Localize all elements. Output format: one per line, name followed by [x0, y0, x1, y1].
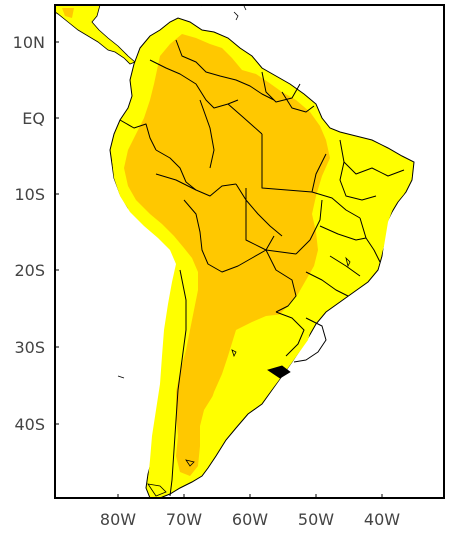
lat-label-30s: 30S — [14, 338, 45, 357]
lat-label-10s: 10S — [14, 185, 45, 204]
southern-cone-yellow — [202, 314, 312, 470]
lon-label-80w: 80W — [100, 510, 136, 529]
central-america-land-orange — [62, 8, 74, 18]
longitude-axis — [117, 494, 383, 498]
lat-label-40s: 40S — [14, 415, 45, 434]
lat-label-10n: 10N — [13, 33, 45, 52]
coastline-details — [117, 5, 351, 497]
latitude-axis — [55, 41, 59, 425]
lon-label-40w: 40W — [364, 510, 400, 529]
lat-label-20s: 20S — [14, 261, 45, 280]
central-america-land — [55, 5, 136, 65]
lat-label-eq: EQ — [22, 109, 45, 128]
lon-label-50w: 50W — [298, 510, 334, 529]
pacific-coast-yellow-strip — [112, 160, 184, 494]
lon-label-70w: 70W — [166, 510, 202, 529]
lon-label-60w: 60W — [232, 510, 268, 529]
higher-value-region — [124, 34, 330, 476]
country-borders — [119, 39, 405, 497]
